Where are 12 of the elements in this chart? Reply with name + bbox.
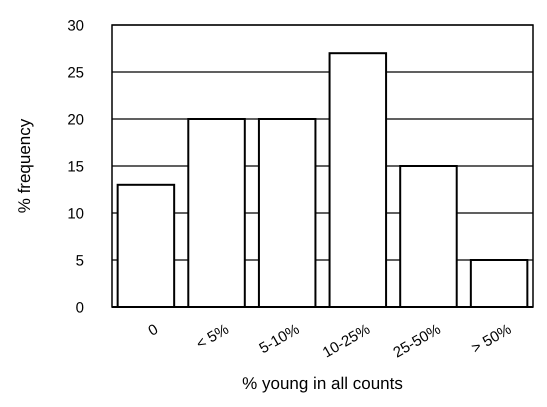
y-tick-label: 0: [76, 299, 84, 316]
x-tick-label: > 50%: [468, 320, 514, 358]
y-axis-title: % frequency: [15, 118, 34, 214]
y-tick-label: 15: [67, 158, 84, 176]
y-tick-label: 5: [76, 252, 84, 270]
y-tick-label: 25: [67, 64, 84, 82]
y-tick-label: 20: [67, 111, 84, 128]
x-axis-title: % young in all counts: [242, 374, 403, 393]
x-tick-label: 0: [145, 320, 162, 340]
y-tick-label: 10: [67, 205, 84, 222]
y-tick-label: 30: [67, 17, 84, 34]
x-tick-label: < 5%: [193, 320, 232, 353]
